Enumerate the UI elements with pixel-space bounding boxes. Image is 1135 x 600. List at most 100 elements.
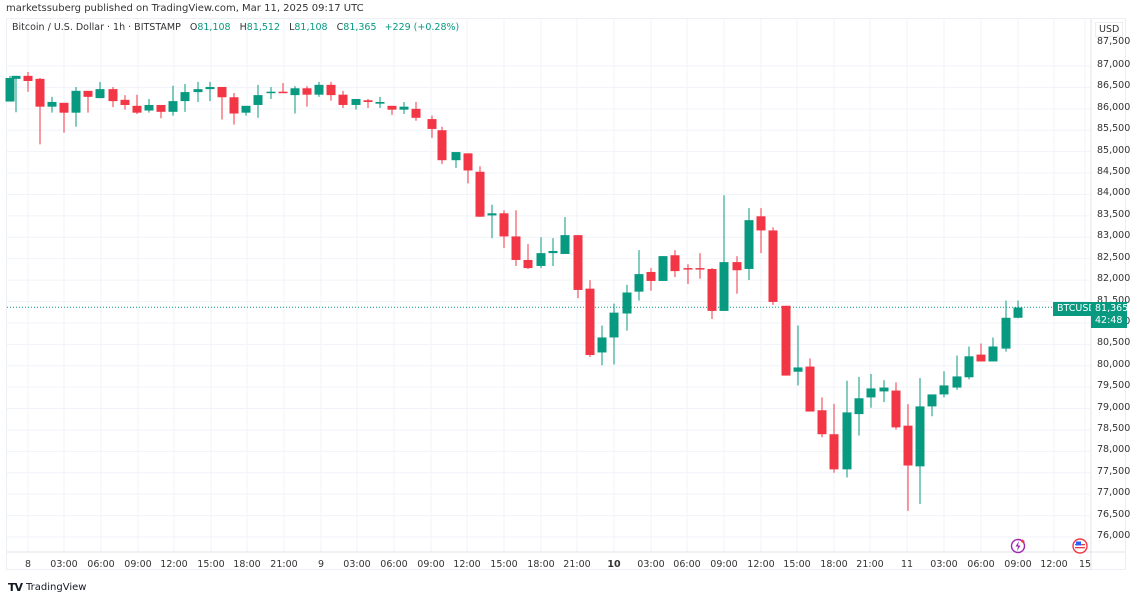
candle[interactable] bbox=[976, 343, 986, 362]
candle[interactable] bbox=[326, 81, 336, 101]
candle[interactable] bbox=[290, 86, 300, 114]
us-economic-event-flag-icon[interactable] bbox=[1072, 538, 1088, 554]
candle[interactable] bbox=[437, 126, 447, 165]
price-tick: 78,000 bbox=[1097, 444, 1131, 456]
candle[interactable] bbox=[805, 358, 815, 412]
candle[interactable] bbox=[168, 85, 178, 116]
candle[interactable] bbox=[536, 237, 546, 269]
candle[interactable] bbox=[1001, 300, 1011, 352]
candle[interactable] bbox=[338, 90, 348, 108]
candle[interactable] bbox=[387, 105, 397, 115]
candle[interactable] bbox=[132, 94, 142, 114]
candle[interactable] bbox=[193, 81, 203, 102]
candle[interactable] bbox=[278, 83, 288, 94]
event-lightning-icon[interactable] bbox=[1010, 538, 1026, 554]
candle[interactable] bbox=[597, 325, 607, 366]
price-tick: 76,500 bbox=[1097, 508, 1131, 520]
price-tick: 87,000 bbox=[1097, 59, 1131, 70]
candle[interactable] bbox=[35, 77, 45, 145]
candle[interactable] bbox=[399, 101, 409, 114]
candle[interactable] bbox=[411, 101, 421, 121]
candle[interactable] bbox=[499, 210, 509, 248]
candle[interactable] bbox=[585, 280, 595, 358]
candle[interactable] bbox=[180, 83, 190, 112]
candle[interactable] bbox=[732, 256, 742, 294]
price-tick: 82,500 bbox=[1097, 251, 1131, 263]
candle[interactable] bbox=[266, 86, 276, 99]
candle[interactable] bbox=[475, 166, 485, 217]
price-tick: 86,000 bbox=[1097, 101, 1131, 113]
candle[interactable] bbox=[11, 75, 21, 113]
candle[interactable] bbox=[670, 250, 680, 278]
candle[interactable] bbox=[548, 238, 558, 266]
candle[interactable] bbox=[829, 403, 839, 473]
currency-button[interactable]: USD bbox=[1095, 22, 1124, 37]
candle[interactable] bbox=[879, 380, 889, 403]
candle[interactable] bbox=[560, 217, 570, 254]
candle[interactable] bbox=[156, 104, 166, 119]
candle[interactable] bbox=[634, 250, 644, 301]
candle[interactable] bbox=[217, 86, 227, 120]
candle[interactable] bbox=[793, 325, 803, 386]
candle[interactable] bbox=[927, 394, 937, 417]
candle[interactable] bbox=[903, 404, 913, 511]
time-tick: 15 bbox=[1078, 559, 1092, 570]
candle[interactable] bbox=[683, 264, 693, 284]
tradingview-brand[interactable]: TV TradingView bbox=[8, 581, 86, 594]
candle[interactable] bbox=[915, 378, 925, 505]
candle[interactable] bbox=[375, 96, 385, 108]
candle[interactable] bbox=[5, 75, 15, 102]
candle[interactable] bbox=[744, 208, 754, 281]
candle[interactable] bbox=[363, 98, 373, 108]
candle[interactable] bbox=[719, 195, 729, 311]
candle[interactable] bbox=[781, 305, 791, 376]
candle[interactable] bbox=[523, 244, 533, 269]
price-tick: 78,500 bbox=[1097, 422, 1131, 434]
candle[interactable] bbox=[573, 235, 583, 299]
candle[interactable] bbox=[646, 268, 656, 291]
candle[interactable] bbox=[939, 371, 949, 398]
time-tick: 09:00 bbox=[710, 559, 738, 570]
candle[interactable] bbox=[854, 376, 864, 436]
time-tick: 9 bbox=[317, 559, 325, 570]
candle[interactable] bbox=[302, 86, 312, 107]
candle[interactable] bbox=[351, 98, 361, 110]
candle[interactable] bbox=[609, 303, 619, 365]
candle[interactable] bbox=[768, 227, 778, 305]
candle[interactable] bbox=[695, 253, 705, 279]
candle[interactable] bbox=[83, 90, 93, 113]
candle[interactable] bbox=[451, 152, 461, 168]
candle[interactable] bbox=[866, 373, 876, 408]
candle[interactable] bbox=[487, 204, 497, 239]
candle[interactable] bbox=[71, 86, 81, 127]
candle[interactable] bbox=[988, 337, 998, 362]
candle[interactable] bbox=[314, 81, 324, 97]
candle[interactable] bbox=[952, 355, 962, 390]
candle[interactable] bbox=[511, 210, 521, 266]
candle[interactable] bbox=[59, 102, 69, 133]
candle[interactable] bbox=[756, 208, 766, 254]
candle[interactable] bbox=[427, 115, 437, 138]
candle[interactable] bbox=[964, 346, 974, 380]
candle[interactable] bbox=[658, 256, 668, 281]
candle[interactable] bbox=[144, 98, 154, 113]
candle[interactable] bbox=[622, 284, 632, 331]
candle[interactable] bbox=[120, 95, 130, 110]
candle[interactable] bbox=[108, 86, 118, 108]
candle[interactable] bbox=[95, 81, 105, 99]
candle[interactable] bbox=[1013, 300, 1023, 319]
candle[interactable] bbox=[891, 382, 901, 430]
candle[interactable] bbox=[205, 81, 215, 102]
candle[interactable] bbox=[817, 397, 827, 438]
candle[interactable] bbox=[23, 71, 33, 92]
candle[interactable] bbox=[229, 92, 239, 125]
candle[interactable] bbox=[241, 105, 251, 116]
candle[interactable] bbox=[463, 153, 473, 184]
candle[interactable] bbox=[47, 96, 57, 113]
candle[interactable] bbox=[253, 84, 263, 118]
candle[interactable] bbox=[707, 268, 717, 320]
candle[interactable] bbox=[842, 380, 852, 478]
price-tick: 80,000 bbox=[1097, 358, 1131, 370]
price-tick: 86,500 bbox=[1097, 80, 1131, 92]
